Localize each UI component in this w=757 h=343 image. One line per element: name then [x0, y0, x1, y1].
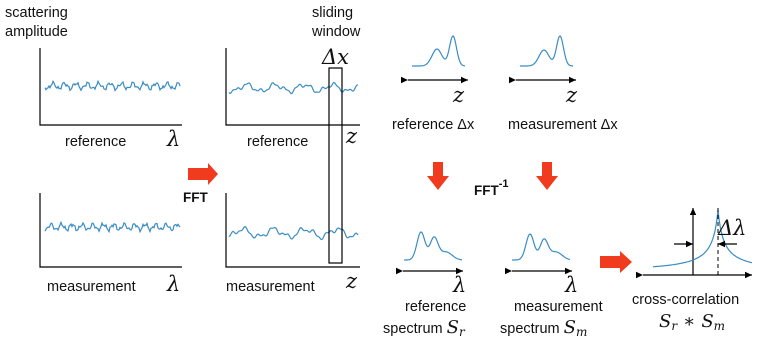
- label-spectrum-sm: spectrum Sm: [500, 317, 587, 339]
- measurement-dx-peak: [520, 34, 574, 67]
- label-cross-correlation: cross-correlation: [632, 292, 739, 308]
- axis-lambda-ref-spectrum: λ: [452, 273, 466, 297]
- label-reference-dx: reference Δx: [392, 117, 475, 133]
- label-reference-z: reference: [247, 134, 308, 150]
- reference-signal-wave: [44, 79, 181, 92]
- measurement-z-wave: [228, 225, 359, 241]
- label-window: window: [311, 24, 361, 40]
- signal-panel-column: scattering amplitude reference λ measure…: [5, 5, 182, 296]
- axis-lambda-top: λ: [166, 127, 180, 151]
- measurement-z-axes: [225, 193, 360, 268]
- label-measurement-z: measurement: [226, 279, 315, 295]
- reference-spectrum-peak: [404, 231, 463, 261]
- axis-z-top: z: [345, 124, 358, 148]
- axis-lambda-bottom: λ: [166, 272, 180, 296]
- label-delta-x: Δx: [321, 45, 349, 69]
- label-amplitude: amplitude: [5, 24, 68, 40]
- label-convolution: Sr ∗ Sm: [659, 311, 725, 333]
- reference-axes: [39, 48, 182, 126]
- label-ifft: FFT-1: [474, 178, 509, 198]
- reference-z-axes: [225, 48, 360, 126]
- windowed-column: z reference Δx z measurement Δx FFT-1 λ …: [383, 34, 618, 339]
- label-scattering: scattering: [5, 5, 68, 21]
- measurement-axes: [39, 193, 182, 268]
- cross-correlation-curve: [652, 209, 753, 268]
- fft-arrow-icon: [188, 163, 218, 185]
- label-fft: FFT: [183, 190, 208, 205]
- fft-step: FFT: [183, 163, 218, 205]
- axis-z-bottom: z: [345, 269, 358, 293]
- cross-correlation-column: Δλ cross-correlation Sr ∗ Sm: [632, 208, 753, 333]
- ifft-arrow-left-icon: [427, 162, 449, 190]
- axis-z-ref-dx: z: [452, 83, 465, 107]
- ifft-arrow-right-icon: [536, 162, 558, 190]
- label-reference-2: reference: [405, 299, 466, 315]
- reference-z-wave: [228, 81, 359, 95]
- label-measurement-2: measurement: [514, 299, 603, 315]
- reference-dx-peak: [412, 34, 466, 67]
- label-reference: reference: [65, 134, 126, 150]
- measurement-signal-wave: [44, 220, 181, 234]
- correlation-arrow-icon: [600, 251, 632, 273]
- axis-z-meas-dx: z: [565, 83, 578, 107]
- axis-lambda-meas-spectrum: λ: [564, 273, 578, 297]
- sliding-window-column: sliding window Δx reference z measuremen…: [225, 5, 361, 295]
- label-delta-lambda: Δλ: [717, 216, 746, 240]
- sliding-window-rect: [328, 67, 343, 264]
- label-measurement-dx: measurement Δx: [508, 117, 618, 133]
- measurement-spectrum-peak: [512, 233, 571, 261]
- label-spectrum-sr: spectrum Sr: [383, 317, 466, 339]
- label-sliding: sliding: [312, 5, 353, 21]
- label-measurement: measurement: [47, 279, 136, 295]
